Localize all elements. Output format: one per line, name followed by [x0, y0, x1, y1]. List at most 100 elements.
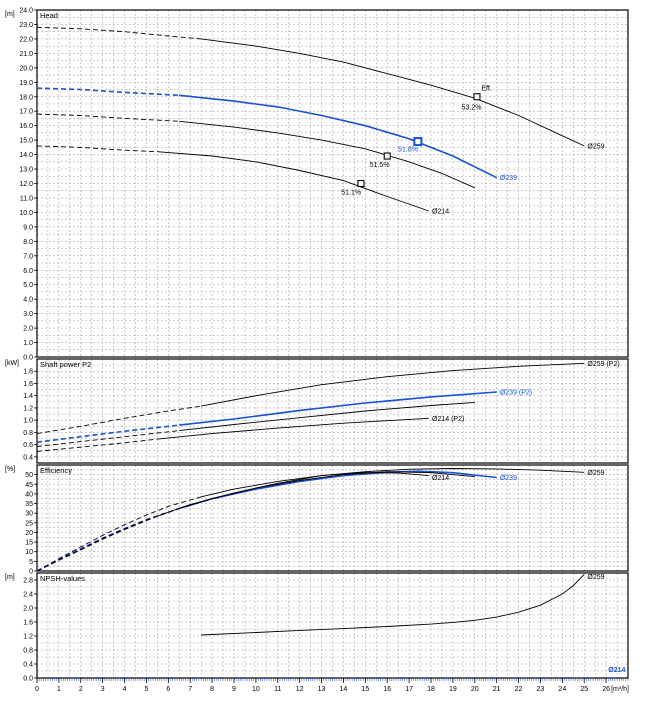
- panel-title: Shaft power P2: [40, 360, 91, 369]
- series-dashed-Ø259: [36, 26, 202, 40]
- x-axis: 0 1 2 3 4 5 6 7 8 9 10 11 12 13 14 15 16 17 18 19 20 21 22 23 24…: [35, 678, 629, 693]
- y-tick-label: 0.8: [23, 648, 33, 655]
- x-tick-label: 16: [383, 686, 391, 693]
- series-dashed-curve-mid: [36, 113, 180, 122]
- efficiency-point-label: 51.1%: [341, 190, 361, 197]
- panel-title: NPSH-values: [40, 574, 85, 583]
- x-tick-label: 21: [493, 686, 501, 693]
- y-tick-label: 10.0: [19, 210, 33, 217]
- x-tick-label: 12: [296, 686, 304, 693]
- y-tick-label: 2.0: [23, 326, 33, 333]
- series-dashed-Ø214 (P2): [36, 438, 158, 452]
- y-tick-label: 1.2: [23, 634, 33, 641]
- y-tick-label: 8.0: [23, 239, 33, 246]
- y-tick-label: 5.0: [23, 282, 33, 289]
- y-tick-label: 19.0: [19, 80, 33, 87]
- series-label: Ø239: [500, 475, 517, 482]
- y-tick-label: 3.0: [23, 311, 33, 318]
- y-tick-label: 24.0: [19, 8, 33, 15]
- x-axis-unit: [m³/h]: [611, 686, 629, 693]
- y-tick-label: 1.8: [23, 369, 33, 376]
- efficiency-point-marker: [357, 179, 365, 188]
- x-tick-label: 2: [79, 686, 83, 693]
- series-label: Ø259: [587, 143, 604, 150]
- y-tick-label: 1.0: [23, 340, 33, 347]
- x-tick-label: 22: [515, 686, 523, 693]
- series-dashed-Ø259: [36, 496, 202, 572]
- series-dashed-curve-mid-p2: [36, 430, 180, 447]
- panel-unit: [kW]: [5, 360, 19, 367]
- y-tick-label: 1.0: [23, 418, 33, 425]
- y-tick-label: 0.4: [23, 454, 33, 461]
- panel-frame: [36, 464, 629, 572]
- y-tick-label: 17.0: [19, 109, 33, 116]
- panel-head: 0.0 1.0 2.0 3.0 4.0 5.0 6.0 7.0 8.0 9.0 10.0 11.0 12…: [5, 8, 629, 362]
- x-tick-label: 23: [537, 686, 545, 693]
- series-label: Ø239: [500, 175, 517, 182]
- y-tick-label: 10: [25, 549, 33, 556]
- y-tick-label: 12.0: [19, 181, 33, 188]
- y-tick-label: 25: [25, 520, 33, 527]
- x-tick-label: 8: [210, 686, 214, 693]
- x-tick-label: 24: [558, 686, 566, 693]
- series-label: Ø214: [432, 475, 449, 482]
- panel-title: Head: [40, 11, 58, 20]
- series-dashed-Ø239 (P2): [36, 424, 180, 443]
- series-line-Ø259: [201, 38, 585, 147]
- efficiency-point-label: 51.5%: [370, 162, 390, 169]
- y-tick-label: 50: [25, 472, 33, 479]
- y-tick-label: 30: [25, 511, 33, 518]
- series-label: Ø214 (P2): [432, 416, 464, 423]
- y-tick-label: 20: [25, 530, 33, 537]
- x-tick-label: 13: [318, 686, 326, 693]
- efficiency-point-marker: [413, 137, 423, 147]
- y-tick-label: 9.0: [23, 224, 33, 231]
- x-tick-label: 18: [427, 686, 435, 693]
- y-tick-label: 2.4: [23, 592, 33, 599]
- series-line-Ø239 (P2): [179, 391, 497, 426]
- series-label: Ø239 (P2): [500, 390, 532, 397]
- series-dashed-Ø214: [36, 515, 158, 572]
- x-tick-label: 7: [188, 686, 192, 693]
- series-line-curve-mid-eff: [179, 471, 475, 509]
- y-tick-label: 18.0: [19, 94, 33, 101]
- y-tick-label: 1.2: [23, 405, 33, 412]
- annotation-label: Ø214: [608, 667, 625, 674]
- panel-unit: [m]: [5, 11, 15, 18]
- x-tick-label: 17: [405, 686, 413, 693]
- x-tick-label: 0: [35, 686, 39, 693]
- y-tick-label: 1.4: [23, 393, 33, 400]
- series-line-Ø259: [201, 574, 585, 636]
- series-line-curve-mid-p2: [179, 401, 475, 432]
- efficiency-point-marker: [473, 93, 481, 101]
- series-dashed-Ø214: [36, 145, 158, 153]
- series-line-Ø259: [201, 468, 585, 498]
- x-tick-label: 6: [166, 686, 170, 693]
- x-tick-label: 5: [144, 686, 148, 693]
- chart-header-text: [0, 0, 652, 9]
- annotation-label: Eff.: [481, 86, 491, 93]
- x-tick-label: 9: [232, 686, 236, 693]
- series-line-Ø239: [179, 94, 498, 179]
- y-tick-label: 2.8: [23, 578, 33, 585]
- x-tick-label: 10: [252, 686, 260, 693]
- y-tick-label: 0: [29, 569, 33, 576]
- series-label: Ø259: [587, 574, 604, 581]
- y-tick-label: 21.0: [19, 51, 33, 58]
- panel-power: 0.4 0.6 0.8 1.0 1.2 1.4 1.6 1.8 [kW] Shaft power …: [5, 358, 629, 464]
- series-line-curve-mid: [179, 120, 475, 189]
- x-tick-label: 1: [57, 686, 61, 693]
- y-tick-label: 0.0: [23, 676, 33, 683]
- panel-frame: [36, 358, 629, 464]
- panel-unit: [m]: [5, 574, 15, 581]
- y-tick-label: 15.0: [19, 138, 33, 145]
- series-label: Ø259 (P2): [587, 361, 619, 368]
- y-tick-label: 4.0: [23, 297, 33, 304]
- series-line-Ø214: [157, 151, 429, 212]
- y-tick-label: 7.0: [23, 253, 33, 260]
- y-tick-label: 0.8: [23, 430, 33, 437]
- y-tick-label: 15: [25, 540, 33, 547]
- efficiency-point-label: 51.8%: [398, 146, 418, 153]
- y-tick-label: 35: [25, 501, 33, 508]
